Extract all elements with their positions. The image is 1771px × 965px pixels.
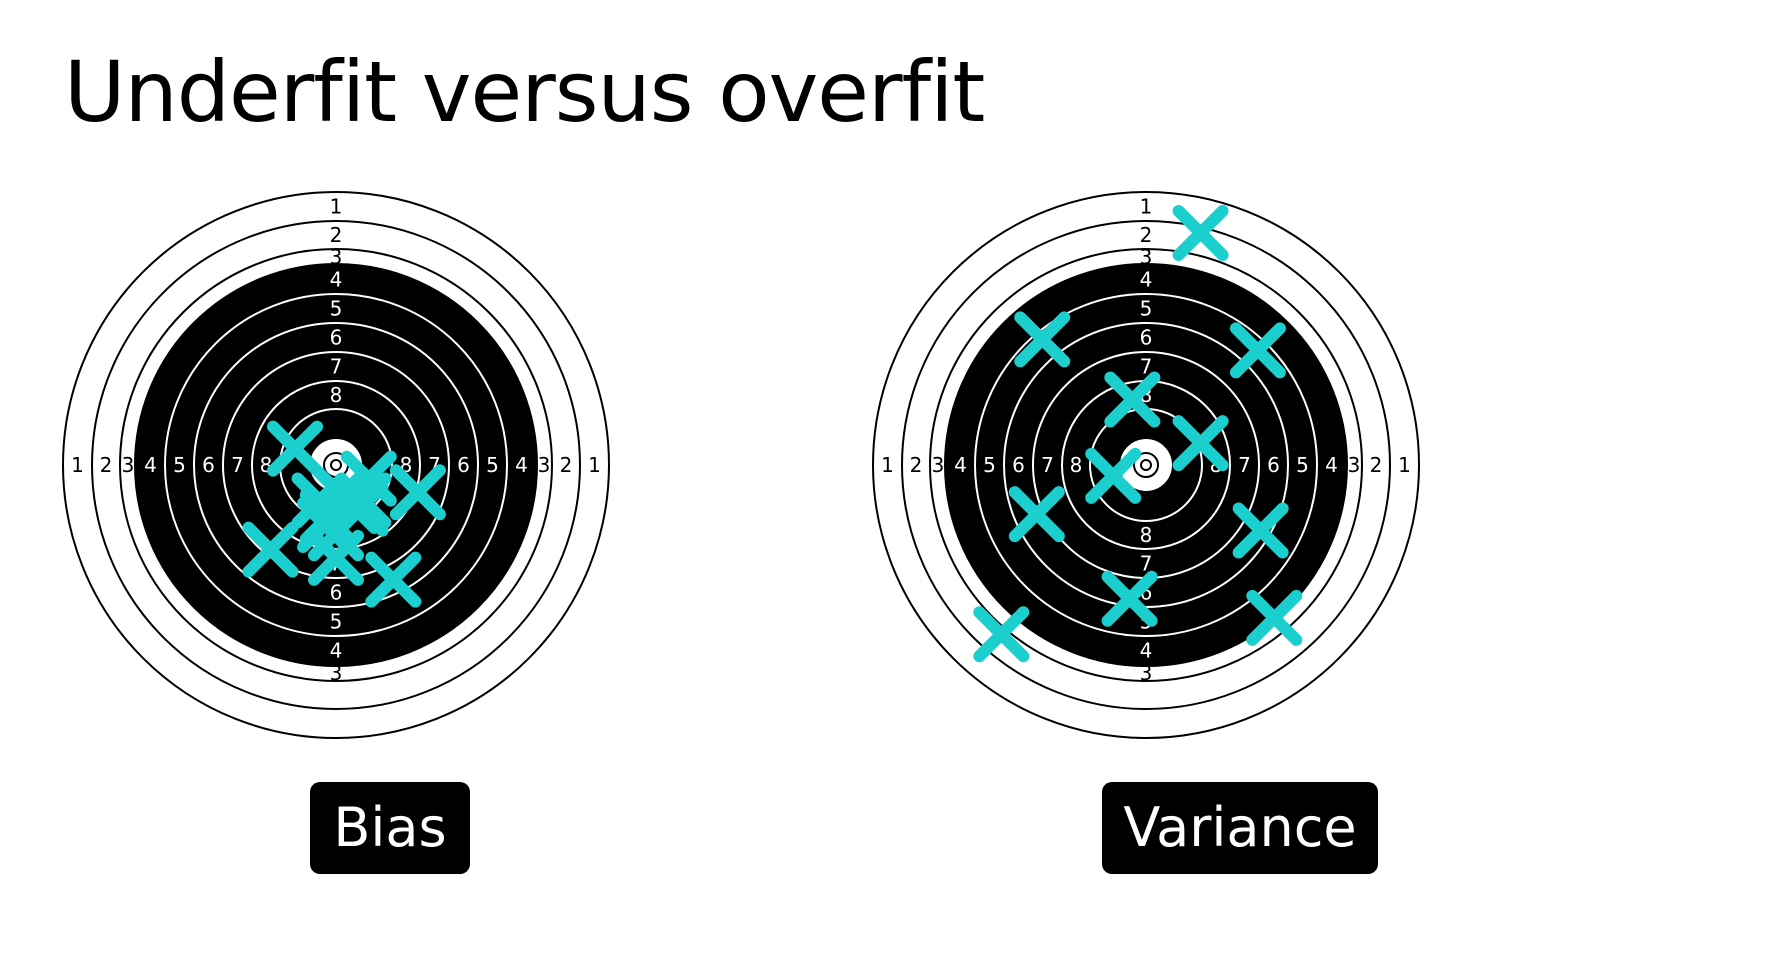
bias-target-graphic: 123456781234567887654321876543	[62, 191, 610, 739]
ring-number-left-0: 1	[881, 453, 894, 477]
ring-number-top-0: 1	[1140, 195, 1153, 219]
bias-target: 123456781234567887654321876543	[56, 185, 616, 745]
ring-number-left-4: 5	[983, 453, 996, 477]
ring-number-left-5: 6	[1012, 453, 1025, 477]
variance-label: Variance	[1102, 782, 1378, 874]
ring-number-top-5: 6	[1140, 326, 1153, 350]
bullseye-center	[1140, 459, 1152, 471]
ring-number-top-5: 6	[330, 326, 343, 350]
ring-number-right-5: 3	[538, 453, 551, 477]
bias-hit-marker	[297, 497, 354, 554]
ring-number-left-2: 3	[932, 453, 945, 477]
ring-number-left-3: 4	[144, 453, 157, 477]
bias-label: Bias	[310, 782, 470, 874]
variance-hit-marker	[1085, 447, 1142, 504]
ring-number-right-2: 6	[1267, 453, 1280, 477]
ring-number-right-7: 1	[588, 453, 601, 477]
ring-number-left-0: 1	[71, 453, 84, 477]
ring-number-right-2: 6	[457, 453, 470, 477]
ring-number-right-4: 4	[515, 453, 528, 477]
ring-number-bottom-0: 8	[1140, 523, 1153, 547]
bias-hit-marker	[389, 464, 446, 521]
ring-number-bottom-4: 4	[1140, 639, 1153, 663]
variance-hit-marker	[1172, 204, 1229, 261]
bias-hit-marker	[267, 420, 324, 477]
ring-number-right-3: 5	[486, 453, 499, 477]
ring-number-right-1: 7	[1238, 453, 1251, 477]
ring-number-bottom-1: 7	[1140, 552, 1153, 576]
ring-number-left-5: 6	[202, 453, 215, 477]
ring-number-bottom-4: 4	[330, 639, 343, 663]
ring-number-top-4: 5	[330, 297, 343, 321]
variance-hit-marker	[1008, 486, 1065, 543]
variance-hit-marker	[1172, 415, 1229, 472]
variance-hit-marker	[1246, 589, 1303, 646]
ring-number-left-3: 4	[954, 453, 967, 477]
ring-number-left-6: 7	[1041, 453, 1054, 477]
variance-hit-marker	[1232, 502, 1289, 559]
variance-target: 123456781234567887654321876543	[866, 185, 1426, 745]
variance-hit-marker	[1104, 371, 1161, 428]
ring-number-bottom-5: 3	[330, 661, 343, 685]
ring-number-top-6: 7	[330, 355, 343, 379]
ring-number-top-1: 2	[1140, 223, 1153, 247]
ring-number-left-7: 8	[1070, 453, 1083, 477]
bias-hit-marker	[365, 551, 422, 608]
ring-number-right-6: 2	[560, 453, 573, 477]
ring-number-left-4: 5	[173, 453, 186, 477]
ring-number-right-7: 1	[1398, 453, 1411, 477]
ring-number-right-6: 2	[1370, 453, 1383, 477]
ring-number-bottom-5: 3	[1140, 661, 1153, 685]
bias-hit-marker	[340, 450, 397, 507]
ring-number-top-3: 4	[330, 268, 343, 292]
ring-number-top-7: 8	[330, 383, 343, 407]
ring-number-top-4: 5	[1140, 297, 1153, 321]
bullseye-center	[330, 459, 342, 471]
variance-target-graphic: 123456781234567887654321876543	[872, 191, 1420, 739]
ring-number-top-2: 3	[330, 245, 343, 269]
slide-title: Underfit versus overfit	[64, 43, 985, 141]
black-zone-edge	[944, 263, 1348, 667]
ring-number-top-0: 1	[330, 195, 343, 219]
variance-hit-marker	[1101, 570, 1158, 627]
ring-number-top-3: 4	[1140, 268, 1153, 292]
ring-number-left-1: 2	[910, 453, 923, 477]
ring-number-right-4: 4	[1325, 453, 1338, 477]
ring-number-left-2: 3	[122, 453, 135, 477]
variance-hit-marker	[1014, 311, 1071, 368]
black-zone-edge	[134, 263, 538, 667]
bias-hit-marker	[242, 521, 299, 578]
ring-number-right-3: 5	[1296, 453, 1309, 477]
ring-number-left-6: 7	[231, 453, 244, 477]
ring-number-bottom-3: 5	[330, 610, 343, 634]
ring-number-bottom-2: 6	[330, 581, 343, 605]
variance-hit-marker	[1229, 322, 1286, 379]
ring-number-left-1: 2	[100, 453, 113, 477]
ring-number-top-6: 7	[1140, 355, 1153, 379]
ring-number-top-2: 3	[1140, 245, 1153, 269]
ring-number-top-1: 2	[330, 223, 343, 247]
variance-hit-marker	[973, 606, 1030, 663]
ring-number-right-5: 3	[1348, 453, 1361, 477]
